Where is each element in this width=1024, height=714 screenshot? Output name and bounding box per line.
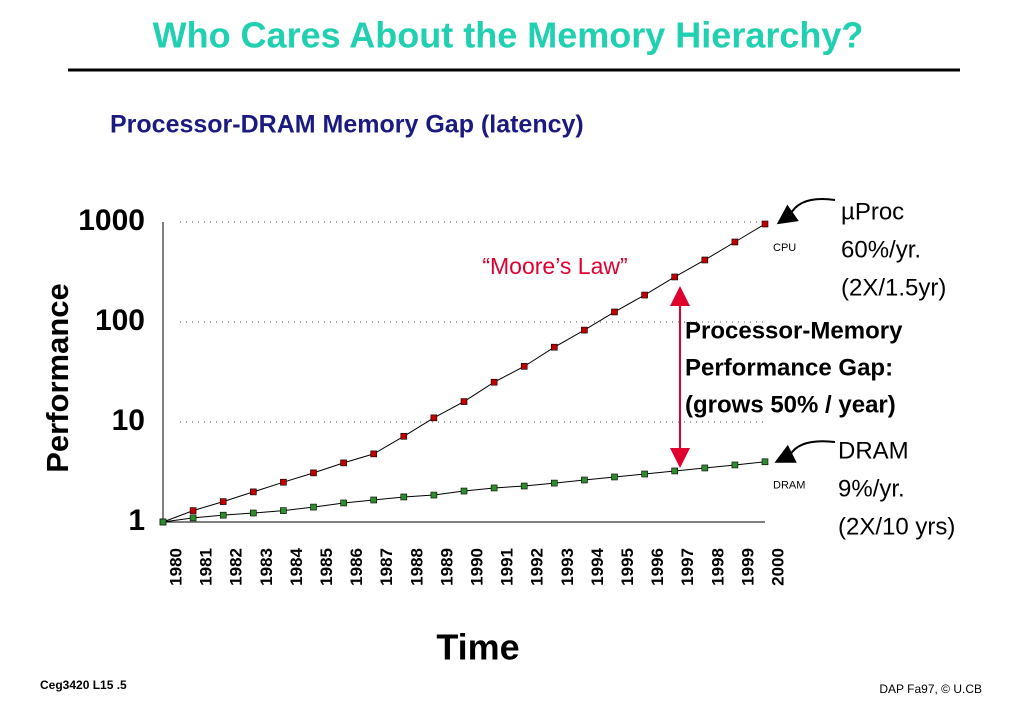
point [250, 509, 257, 517]
point [761, 220, 769, 228]
x-tick-label: 1987 [377, 548, 396, 586]
x-tick-label: 1994 [588, 547, 607, 585]
point [159, 518, 167, 526]
point [400, 432, 408, 440]
point [490, 378, 498, 386]
series-label: DRAM [773, 480, 805, 492]
x-tick-label: 1997 [678, 548, 697, 586]
point [520, 363, 528, 370]
x-tick-label: 1992 [528, 548, 547, 586]
point [701, 464, 709, 472]
point [490, 484, 498, 492]
point [310, 503, 317, 511]
x-tick-label: 1986 [347, 548, 366, 586]
point [370, 450, 378, 458]
x-tick-label: 1996 [648, 548, 667, 586]
proc-arrow [776, 198, 836, 225]
point [761, 458, 769, 466]
x-tick-label: 1980 [166, 548, 185, 586]
x-tick-label: 1991 [498, 548, 517, 586]
point [611, 473, 618, 481]
x-tick-label: 1985 [317, 548, 336, 586]
point [340, 499, 347, 507]
x-tick-label: 1981 [197, 548, 216, 586]
point [430, 491, 438, 499]
gap-note: Processor-Memory [685, 317, 903, 344]
x-tick-label: 1995 [618, 548, 637, 586]
point [400, 493, 408, 501]
point [581, 326, 588, 334]
x-tick-label: 1982 [227, 548, 246, 586]
point [641, 470, 648, 478]
proc-note: µProc [841, 198, 904, 225]
x-tick-label: 1988 [407, 548, 426, 586]
footer-right: DAP Fa97, © U.CB [879, 682, 982, 696]
footer-left: Ceg3420 L15 .5 [40, 678, 127, 692]
y-tick-label: 100 [95, 304, 145, 337]
point [731, 238, 739, 246]
point [280, 507, 287, 514]
point [641, 291, 648, 299]
subtitle: Processor-DRAM Memory Gap (latency) [110, 111, 584, 139]
dram-note: DRAM [838, 437, 909, 464]
dram-note: 9%/yr. [838, 475, 905, 502]
point [430, 414, 438, 422]
point [581, 476, 588, 484]
y-tick-label: 1000 [78, 204, 145, 237]
x-tick-label: 2000 [768, 548, 787, 586]
point [731, 461, 739, 469]
x-tick-label: 1993 [558, 548, 577, 586]
point [671, 467, 679, 475]
point [520, 482, 528, 490]
point [550, 479, 558, 487]
point [250, 488, 257, 496]
series-line [162, 223, 766, 523]
point [671, 273, 679, 281]
point [550, 343, 558, 351]
point [701, 256, 709, 264]
point [189, 514, 197, 522]
x-tick-label: 1990 [467, 548, 486, 586]
x-tick-label: 1999 [738, 548, 757, 586]
dram-arrow [774, 440, 836, 463]
point [370, 496, 378, 504]
point [219, 498, 227, 505]
point [189, 507, 197, 514]
y-axis-label: Performance [40, 283, 75, 473]
point [310, 469, 317, 477]
x-tick-label: 1984 [287, 547, 306, 585]
point [340, 459, 347, 467]
y-tick-label: 10 [112, 404, 145, 437]
x-tick-label: 1989 [437, 548, 456, 586]
moores-law-note: “Moore’s Law” [482, 253, 627, 279]
proc-note: 60%/yr. [841, 236, 921, 263]
gap-note: (grows 50% / year) [685, 391, 896, 418]
point [460, 487, 468, 495]
x-axis-label: Time [436, 627, 519, 668]
point [460, 398, 468, 405]
gap-note: Performance Gap: [685, 354, 893, 381]
point [280, 478, 287, 486]
series-label: CPU [773, 242, 796, 254]
point [611, 308, 618, 316]
x-tick-label: 1998 [708, 548, 727, 586]
x-tick-label: 1983 [257, 548, 276, 586]
proc-note: (2X/1.5yr) [841, 274, 946, 301]
point [219, 511, 227, 519]
dram-note: (2X/10 yrs) [838, 513, 955, 540]
y-tick-label: 1 [128, 504, 145, 537]
slide-title: Who Cares About the Memory Hierarchy? [153, 15, 864, 56]
